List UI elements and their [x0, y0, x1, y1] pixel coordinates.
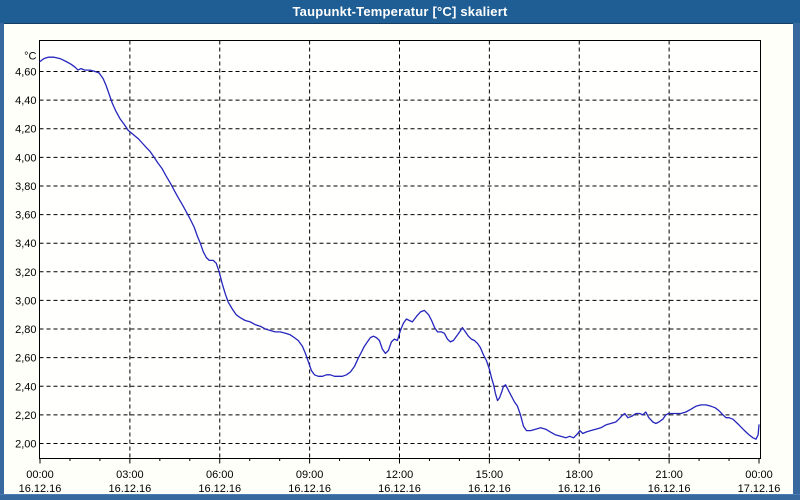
- y-axis-tick-label: 3,80: [15, 181, 36, 193]
- window-border-bottom: [0, 494, 800, 500]
- x-axis-tick-time-label: 09:00: [296, 469, 324, 481]
- x-axis-tick-time-label: 06:00: [206, 469, 234, 481]
- y-axis-tick-label: 4,40: [15, 95, 36, 107]
- y-axis-tick-label: 4,60: [15, 67, 36, 79]
- x-axis-tick-date-label: 16.12.16: [468, 483, 511, 495]
- x-axis-tick-date-label: 16.12.16: [108, 483, 151, 495]
- window-titlebar: Taupunkt-Temperatur [°C] skaliert: [0, 0, 800, 24]
- y-axis-tick-label: 2,20: [15, 410, 36, 422]
- window-title: Taupunkt-Temperatur [°C] skaliert: [292, 4, 508, 19]
- x-axis-tick-date-label: 16.12.16: [378, 483, 421, 495]
- y-axis-tick-label: 4,00: [15, 152, 36, 164]
- temperature-line-series: [39, 56, 760, 440]
- window-border-left: [0, 23, 4, 500]
- y-axis-tick-label: 3,20: [15, 267, 36, 279]
- y-axis-tick-label: 4,20: [15, 124, 36, 136]
- y-axis-tick-label: 2,60: [15, 353, 36, 365]
- y-axis-tick-label: 2,00: [15, 439, 36, 451]
- x-axis-tick-time-label: 15:00: [476, 469, 504, 481]
- x-axis-tick-date-label: 17.12.16: [738, 483, 781, 495]
- y-axis-unit-label: °C: [24, 51, 36, 63]
- x-axis-tick-time-label: 00:00: [26, 469, 54, 481]
- x-axis-tick-date-label: 16.12.16: [558, 483, 601, 495]
- y-axis-tick-label: 3,00: [15, 295, 36, 307]
- y-axis-tick-label: 3,40: [15, 238, 36, 250]
- x-axis-tick-time-label: 18:00: [565, 469, 593, 481]
- x-axis-tick-time-label: 12:00: [386, 469, 414, 481]
- window-border-right: [793, 23, 800, 500]
- x-axis-tick-date-label: 16.12.16: [648, 483, 691, 495]
- y-axis-tick-label: 3,60: [15, 210, 36, 222]
- x-axis-tick-time-label: 00:00: [745, 469, 773, 481]
- y-axis-tick-label: 2,40: [15, 381, 36, 393]
- x-axis-tick-time-label: 21:00: [655, 469, 683, 481]
- x-axis-tick-date-label: 16.12.16: [288, 483, 331, 495]
- x-axis-tick-date-label: 16.12.16: [198, 483, 241, 495]
- x-axis-tick-date-label: 16.12.16: [19, 483, 62, 495]
- y-axis-tick-label: 2,80: [15, 324, 36, 336]
- x-axis-tick-time-label: 03:00: [116, 469, 144, 481]
- plot-area: [39, 40, 761, 459]
